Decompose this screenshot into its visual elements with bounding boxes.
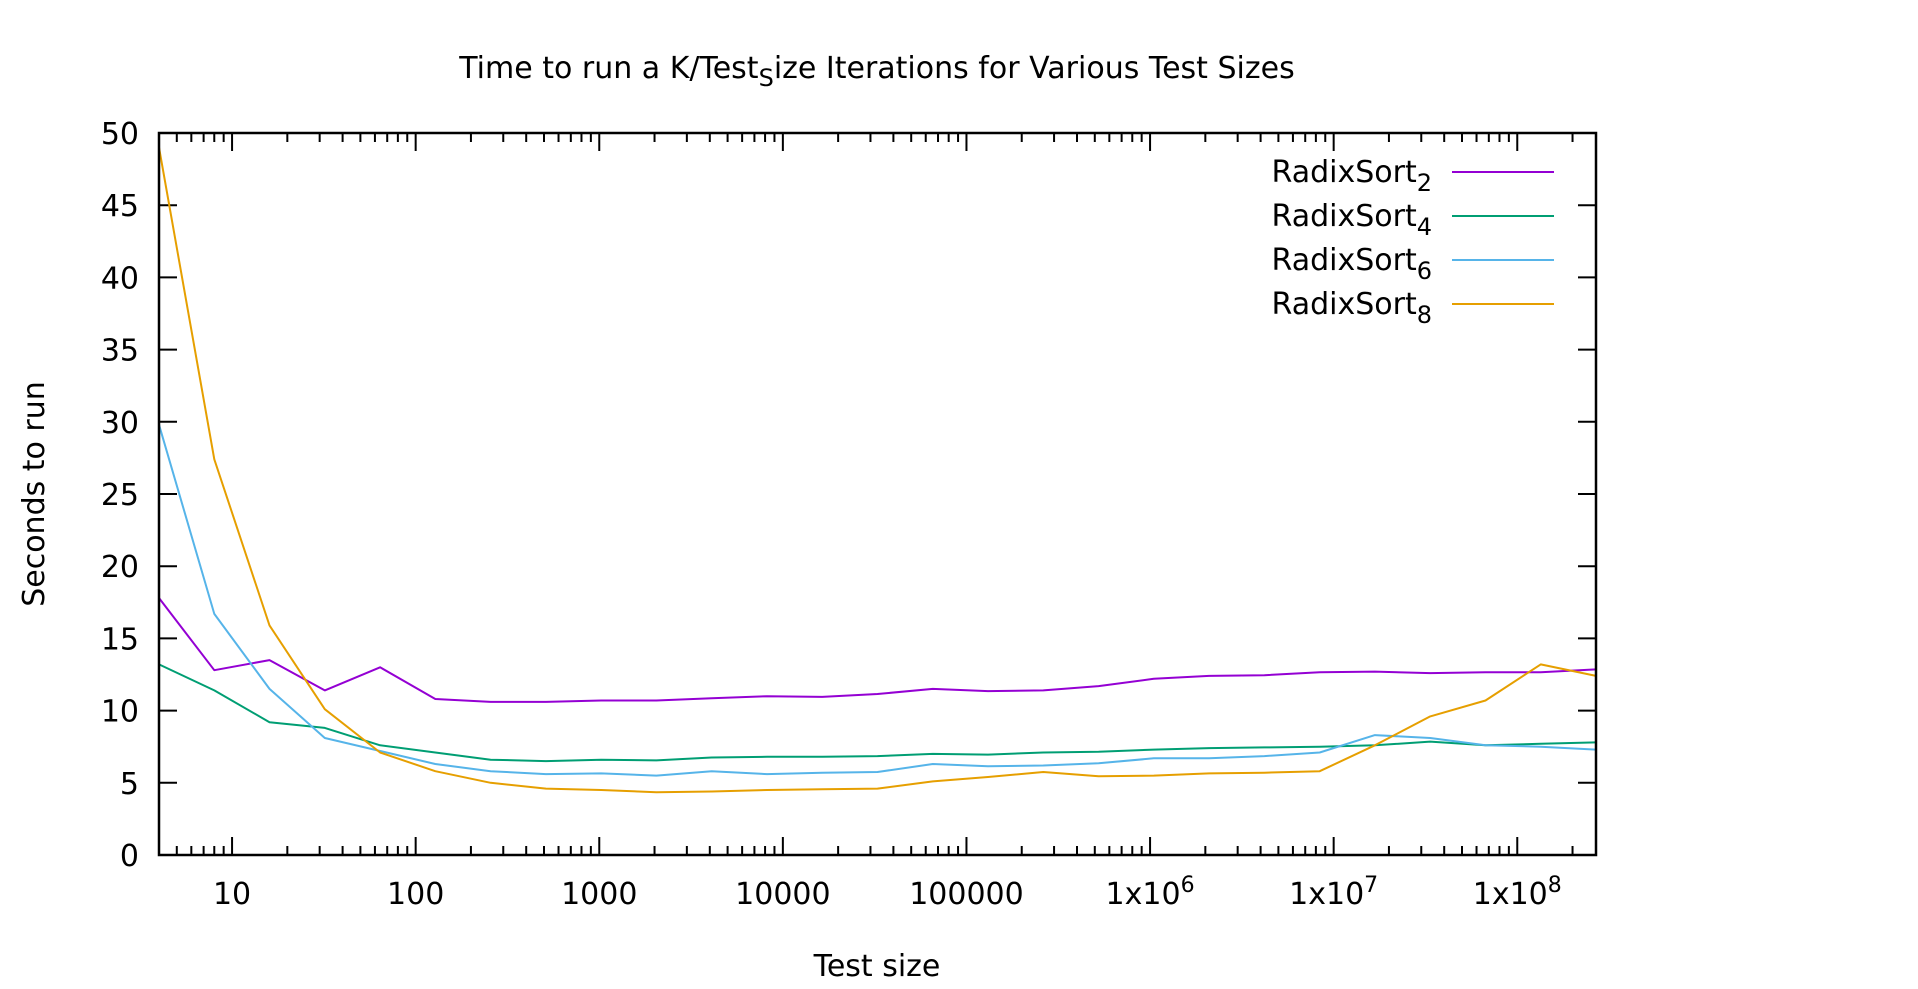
x-tick-label: 1x106	[1106, 873, 1195, 912]
chart-title-subscript: S	[759, 64, 774, 92]
axis-ticks	[158, 132, 1596, 856]
y-tick-label: 15	[101, 622, 139, 657]
legend-label: RadixSort8	[1272, 287, 1432, 329]
series-lines	[158, 147, 1597, 794]
series-line-radixsort-8	[158, 147, 1597, 794]
y-tick-label: 30	[101, 406, 139, 441]
series-line-radixsort-4	[158, 663, 1597, 763]
chart-title: Time to run a K/TestSize Iterations for …	[458, 51, 1294, 92]
series-line-radixsort-6	[158, 424, 1597, 777]
legend-label: RadixSort2	[1272, 155, 1432, 197]
y-tick-label: 25	[101, 478, 139, 513]
x-tick-label: 100	[387, 877, 444, 912]
plot-frame	[157, 131, 1598, 857]
y-tick-label: 50	[101, 117, 139, 152]
y-tick-label: 10	[101, 695, 139, 730]
y-tick-label: 5	[120, 767, 139, 802]
chart-title-part-1: Time to run a K/Test	[458, 51, 759, 86]
x-tick-label: 1000	[561, 877, 637, 912]
y-axis-title: Seconds to run	[17, 381, 52, 607]
y-axis-tick-labels: 0 5 10 15 20 25 30 35 40 45 50	[101, 117, 139, 874]
x-tick-label: 1x107	[1289, 873, 1378, 912]
series-line-radixsort-2	[158, 597, 1597, 703]
x-tick-label: 10000	[735, 877, 830, 912]
x-axis-title: Test size	[813, 949, 941, 984]
y-tick-label: 35	[101, 334, 139, 369]
legend-label: RadixSort4	[1272, 199, 1432, 241]
chart-title-part-2: ize Iterations for Various Test Sizes	[774, 51, 1295, 86]
y-tick-label: 0	[120, 839, 139, 874]
x-tick-label: 10	[213, 877, 251, 912]
y-tick-label: 20	[101, 550, 139, 585]
x-tick-label: 1x108	[1473, 873, 1562, 912]
legend-label: RadixSort6	[1272, 243, 1432, 285]
y-tick-label: 40	[101, 261, 139, 296]
x-tick-label: 100000	[909, 877, 1024, 912]
y-tick-label: 45	[101, 189, 139, 224]
x-axis-tick-labels: 10 100 1000 10000 100000 1x106 1x107 1x108	[213, 873, 1562, 912]
